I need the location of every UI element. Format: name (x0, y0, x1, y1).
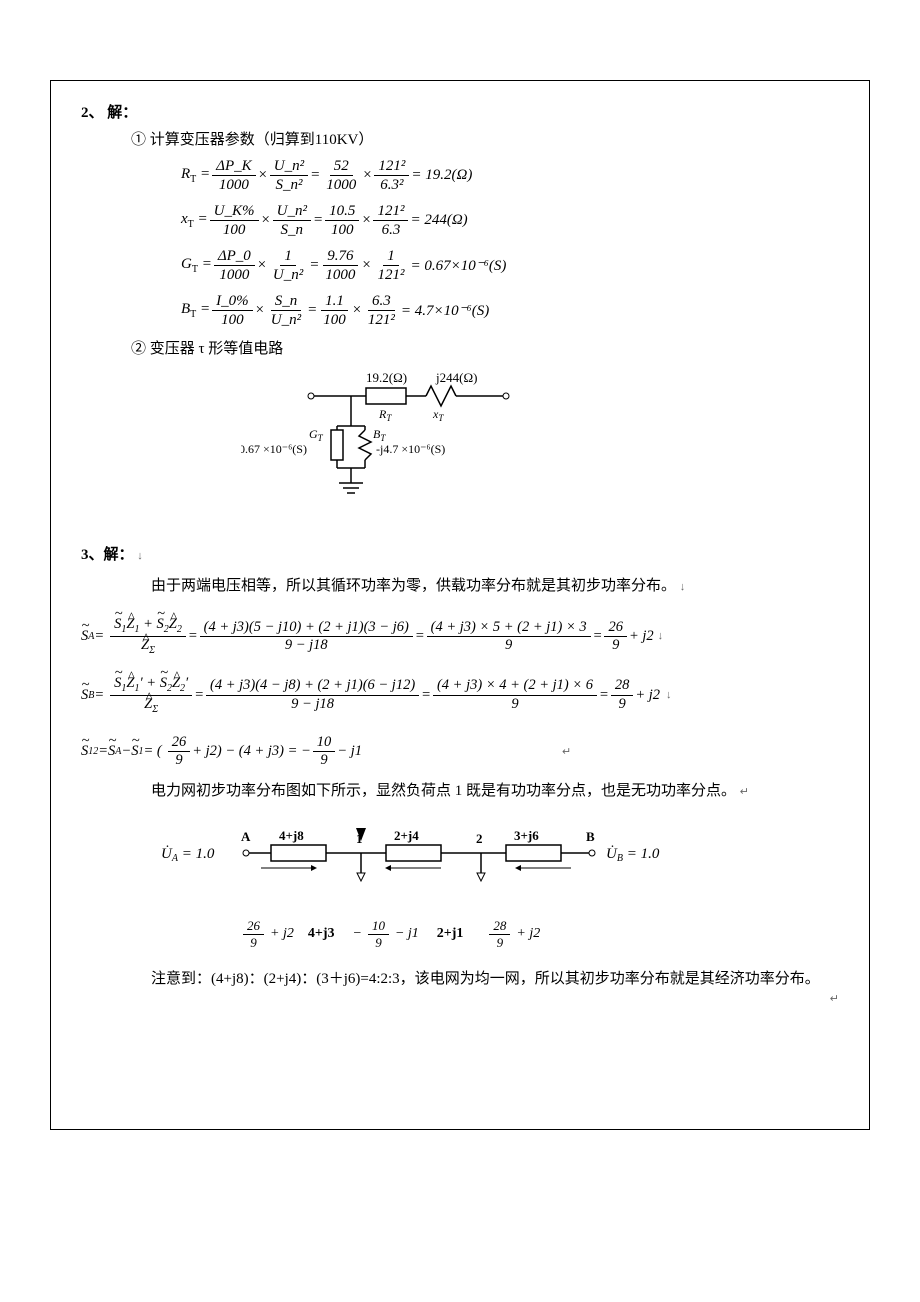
rt-d3: 1000 (322, 176, 360, 194)
q2-step1: ① 计算变压器参数（归算到110KV） (131, 128, 839, 149)
svg-text:B: B (586, 829, 595, 844)
q3-para2: 电力网初步功率分布图如下所示，显然负荷点 1 既是有功功率分点，也是无功功率分点… (121, 779, 839, 803)
q2-formulas: RT = ΔP_K1000 × U_n²S_n² = 521000 × 121²… (181, 157, 839, 329)
rt-d4: 6.3² (376, 176, 407, 194)
rt-n2: U_n² (270, 157, 308, 176)
rt-result: = 19.2(Ω) (411, 167, 472, 184)
sa-formula: SA = S1Z1 + S2Z2 ZΣ = (4 + j3)(5 − j10) … (81, 616, 839, 657)
xt-result: = 244(Ω) (410, 212, 467, 229)
content-frame: 2、 解： ① 计算变压器参数（归算到110KV） RT = ΔP_K1000 … (50, 80, 870, 1130)
xt-formula: xT = U_K%100 × U_n²S_n = 10.5100 × 121²6… (181, 202, 839, 239)
q2-step2: ② 变压器 τ 形等值电路 (131, 337, 839, 358)
svg-text:GT: GT (309, 427, 324, 443)
q3-heading: 3、解： ↓ (81, 543, 839, 564)
sb-formula: SB = S1Z1′ + S2Z2′ ZΣ = (4 + j3)(4 − j8)… (81, 675, 839, 716)
svg-text:3+j6: 3+j6 (514, 828, 539, 843)
rt-n3: 52 (330, 157, 353, 176)
gt-val: 0.67 ×10⁻⁶(S) (241, 442, 307, 456)
load-2: 2+j1 (437, 926, 464, 942)
q3-intro: 由于两端电压相等，所以其循环功率为零，供载功率分布就是其初步功率分布。 ↓ (121, 574, 839, 598)
bt-formula: BT = I_0%100 × S_nU_n² = 1.1100 × 6.3121… (181, 292, 839, 329)
rt-d2: S_n² (271, 176, 306, 194)
q3-note: 注意到：(4+j8)：(2+j4)：(3＋j6)=4:2:3，该电网为均一网，所… (121, 967, 839, 991)
svg-text:2+j4: 2+j4 (394, 828, 419, 843)
bt-result: = 4.7×10⁻⁶(S) (401, 301, 489, 320)
q3-section: 3、解： ↓ 由于两端电压相等，所以其循环功率为零，供载功率分布就是其初步功率分… (121, 543, 839, 991)
gt-result: = 0.67×10⁻⁶(S) (411, 256, 507, 275)
s12-formula: S12 = SA − S1 = ( 269 + j2) − (4 + j3) =… (81, 734, 839, 770)
rt-formula: RT = ΔP_K1000 × U_n²S_n² = 521000 × 121²… (181, 157, 839, 194)
svg-text:1: 1 (356, 831, 363, 846)
load-1: 4+j3 (308, 926, 335, 942)
rt-d1: 1000 (215, 176, 253, 194)
svg-text:U̇B = 1.0: U̇B = 1.0 (606, 846, 660, 864)
power-network-diagram: U̇A = 1.0 A 4+j8 1 2+j4 (161, 813, 839, 950)
x-label: j244(Ω) (435, 370, 477, 385)
svg-text:xT: xT (432, 407, 444, 423)
gt-formula: GT = ΔP_01000 × 1U_n² = 9.761000 × 1121²… (181, 247, 839, 284)
svg-text:A: A (241, 829, 251, 844)
rt-n4: 121² (374, 157, 409, 176)
rt-n1: ΔP_K (212, 157, 255, 176)
svg-text:U̇A = 1.0: U̇A = 1.0 (161, 846, 215, 864)
circuit-svg: 19.2(Ω) j244(Ω) RT xT (241, 368, 541, 508)
svg-text:BT: BT (373, 427, 386, 443)
bt-val: -j4.7 ×10⁻⁶(S) (376, 442, 445, 456)
transformer-circuit-diagram: 19.2(Ω) j244(Ω) RT xT (241, 368, 839, 513)
svg-text:RT: RT (378, 407, 392, 423)
q2-heading: 2、 解： (81, 101, 839, 122)
r-label: 19.2(Ω) (366, 370, 407, 385)
svg-text:2: 2 (476, 831, 483, 846)
svg-text:4+j8: 4+j8 (279, 828, 304, 843)
page: 2、 解： ① 计算变压器参数（归算到110KV） RT = ΔP_K1000 … (0, 0, 920, 1302)
